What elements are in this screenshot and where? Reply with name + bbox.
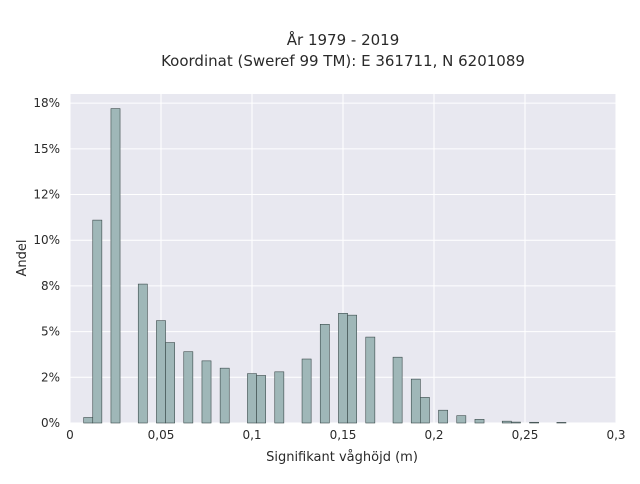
histogram-bar	[92, 219, 103, 424]
x-tick-label: 0,25	[512, 428, 539, 442]
y-tick-label: 2%	[41, 370, 60, 384]
histogram-bar	[247, 373, 257, 424]
histogram-bar	[256, 375, 266, 424]
chart-title-line-2: Koordinat (Sweref 99 TM): E 361711, N 62…	[161, 52, 525, 70]
histogram-bar	[156, 320, 166, 424]
histogram-bar	[347, 314, 357, 424]
histogram-bar	[201, 360, 212, 424]
x-tick-label: 0,2	[424, 428, 443, 442]
y-tick-label: 10%	[33, 233, 60, 247]
y-tick-label: 5%	[41, 325, 60, 339]
histogram-bar	[511, 421, 521, 424]
y-tick-label: 15%	[33, 142, 60, 156]
histogram-bar	[137, 283, 148, 424]
histogram-bar	[474, 419, 485, 424]
y-axis-label: Andel	[15, 240, 30, 277]
histogram-bar	[365, 336, 376, 424]
y-tick-label: 0%	[41, 416, 60, 430]
histogram-bar	[438, 409, 448, 424]
y-tick-label: 12%	[33, 188, 60, 202]
histogram-bar	[410, 378, 421, 424]
histogram-bar	[556, 422, 567, 424]
x-tick-label: 0	[66, 428, 74, 442]
x-tick-label: 0,05	[148, 428, 175, 442]
y-tick-label: 8%	[41, 279, 60, 293]
histogram-bar	[456, 415, 467, 424]
histogram-bar	[83, 417, 94, 424]
histogram-bar	[165, 342, 175, 424]
histogram-bar	[392, 356, 403, 424]
x-tick-label: 0,3	[606, 428, 625, 442]
histogram-bar	[274, 371, 285, 424]
histogram-bar	[319, 323, 330, 424]
x-tick-label: 0,15	[330, 428, 357, 442]
histogram-bar	[338, 313, 348, 424]
histogram-bar	[301, 358, 312, 424]
histogram-bar	[110, 108, 121, 424]
bars	[83, 108, 567, 424]
histogram-bar	[501, 420, 512, 424]
chart-title-line-1: År 1979 - 2019	[287, 30, 400, 49]
y-tick-label: 18%	[33, 96, 60, 110]
histogram-bar	[420, 397, 430, 424]
x-axis-label: Signifikant våghöjd (m)	[266, 450, 418, 465]
histogram-bar	[219, 367, 230, 424]
histogram-bar	[183, 351, 194, 424]
histogram-bar	[529, 421, 539, 424]
x-tick-label: 0,1	[242, 428, 261, 442]
tick-labels: 0% 2% 5% 8% 10% 12% 15% 18% 0 0,05 0,1 0,15 0,2 0,25 0…	[33, 96, 625, 442]
